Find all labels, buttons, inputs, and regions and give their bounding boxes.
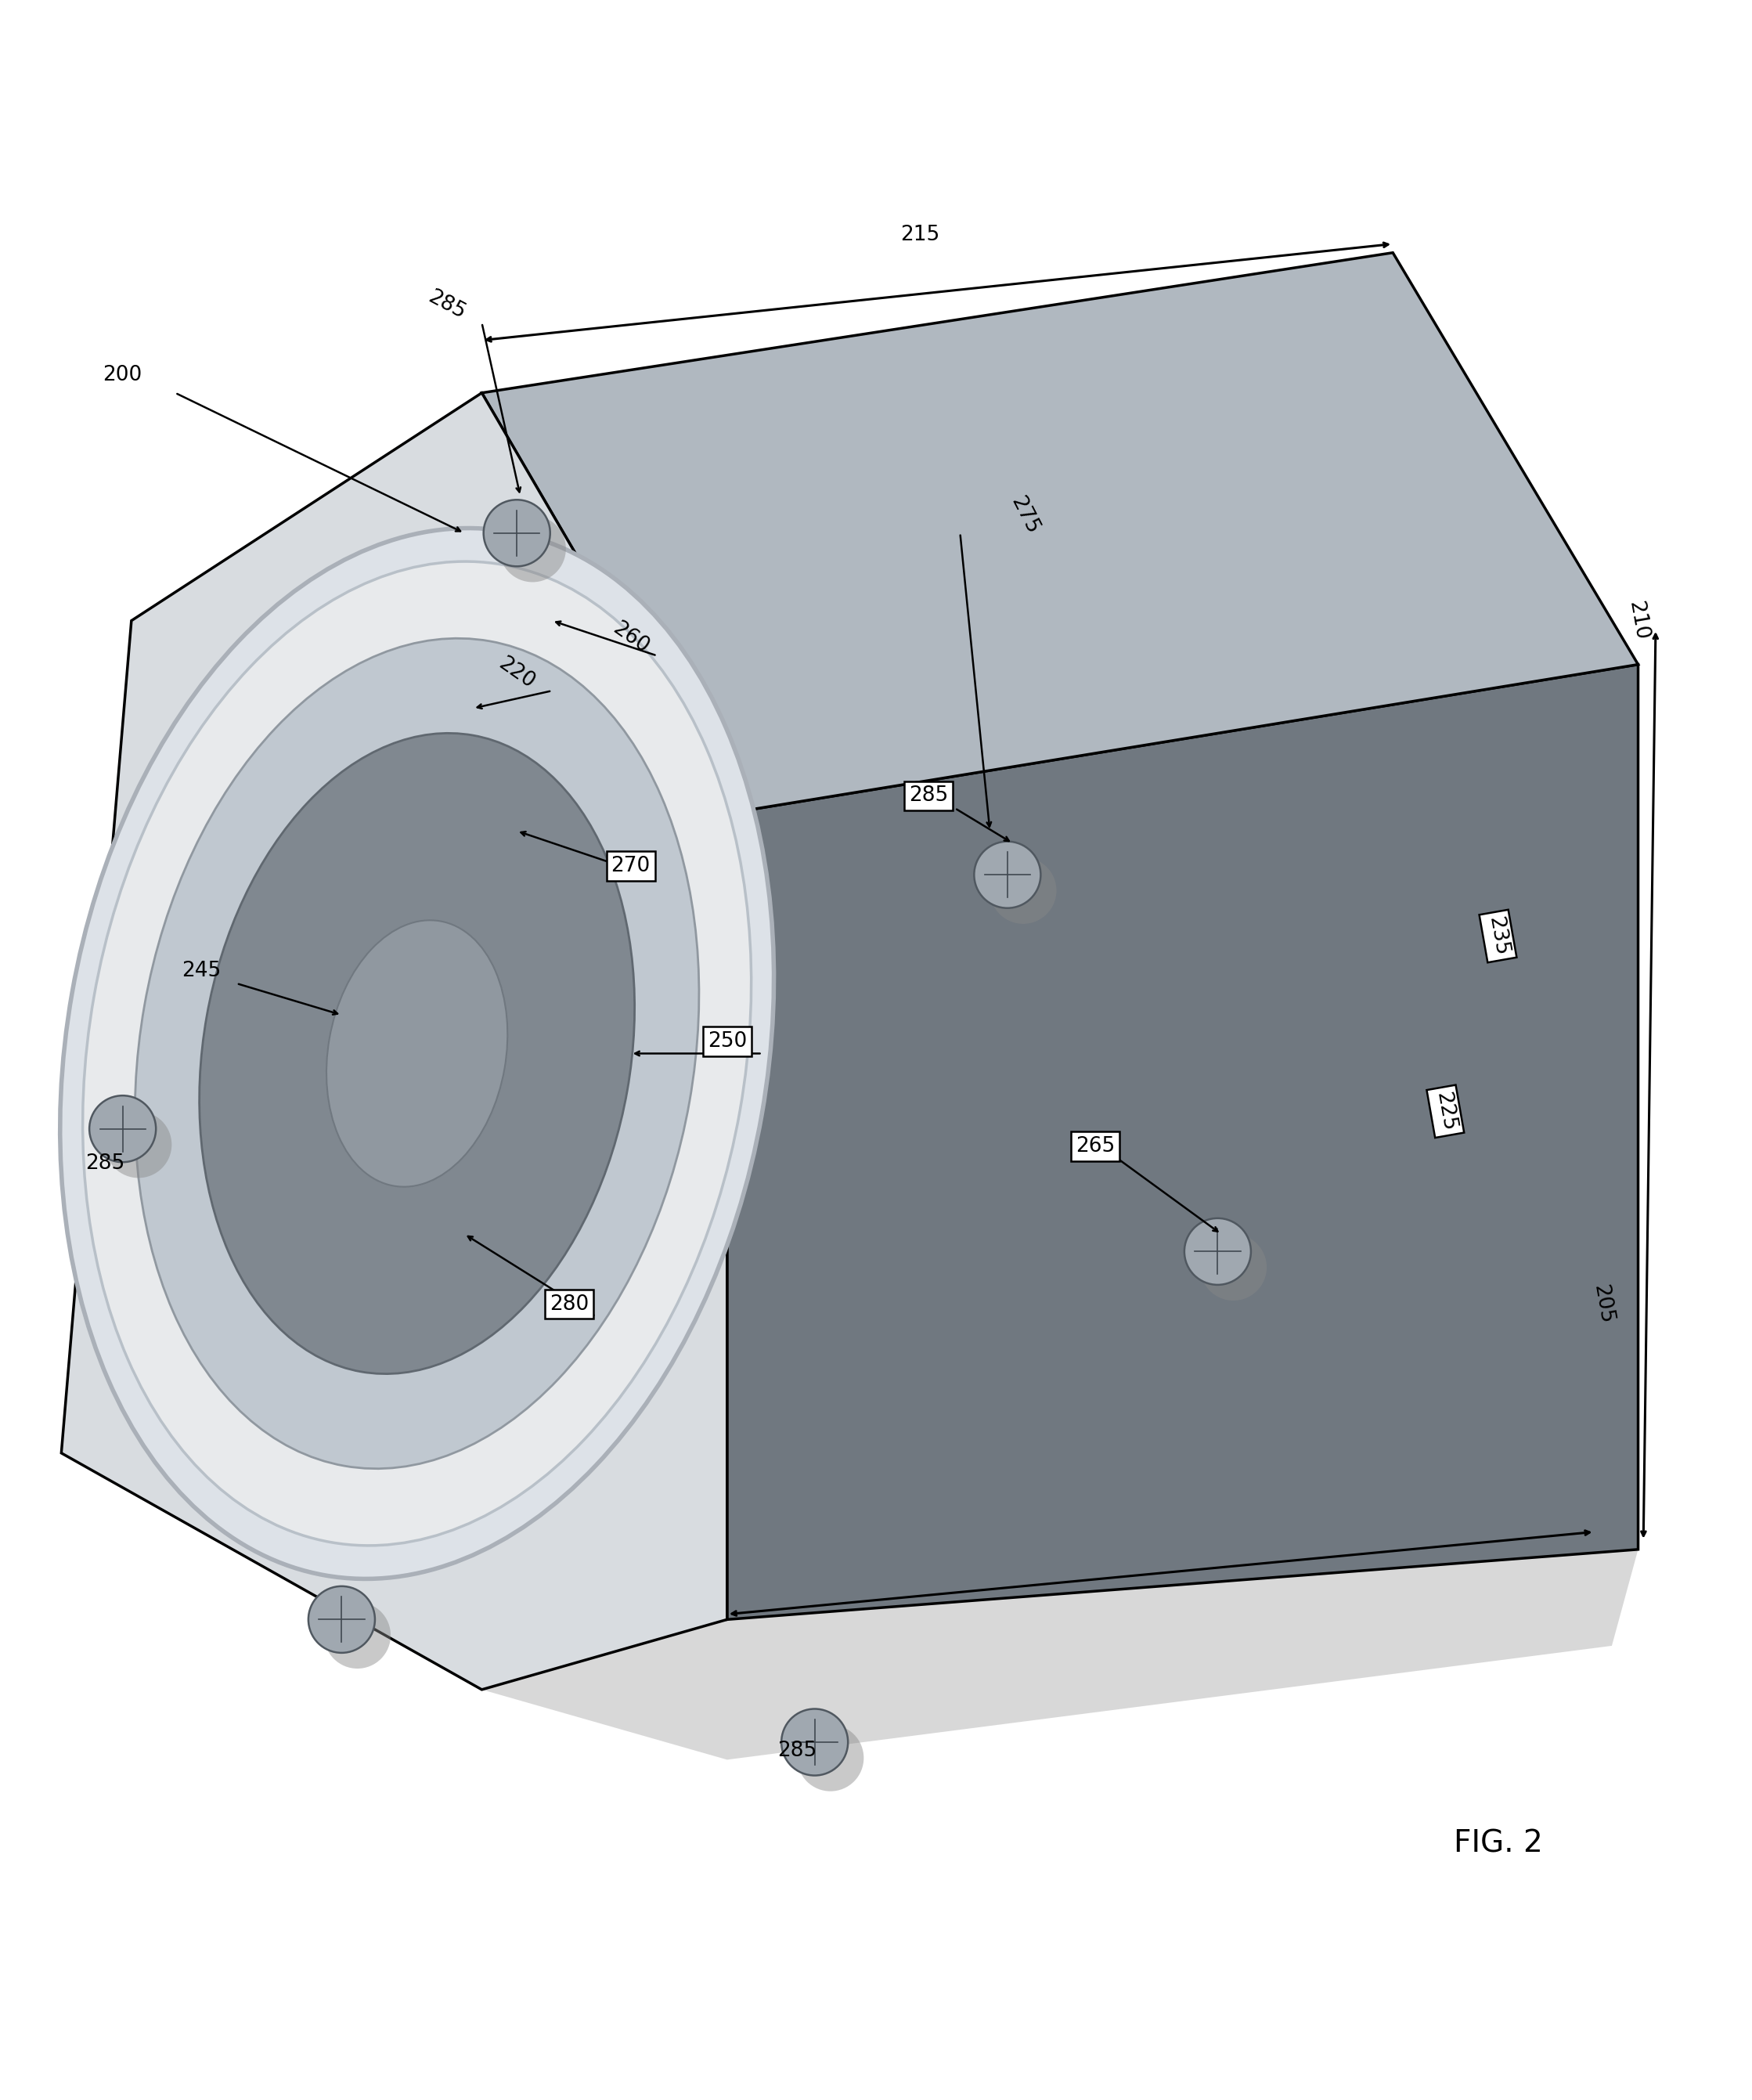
Circle shape <box>1184 1218 1251 1285</box>
Text: 265: 265 <box>1076 1136 1114 1157</box>
Circle shape <box>89 1096 156 1161</box>
Ellipse shape <box>82 561 752 1546</box>
Circle shape <box>797 1724 864 1791</box>
Text: 285: 285 <box>424 288 470 323</box>
Text: 200: 200 <box>103 365 142 386</box>
Ellipse shape <box>200 733 634 1373</box>
Circle shape <box>308 1586 375 1653</box>
Text: 215: 215 <box>901 225 939 246</box>
Text: 245: 245 <box>182 962 221 981</box>
Text: 280: 280 <box>550 1294 589 1315</box>
Ellipse shape <box>60 529 774 1579</box>
Polygon shape <box>727 664 1638 1619</box>
Circle shape <box>1200 1235 1267 1300</box>
Circle shape <box>484 500 550 567</box>
Text: 225: 225 <box>1431 1090 1459 1132</box>
Text: 270: 270 <box>611 857 650 876</box>
Circle shape <box>990 857 1056 924</box>
Text: FIG. 2: FIG. 2 <box>1454 1829 1542 1859</box>
Circle shape <box>499 515 566 582</box>
Text: 285: 285 <box>86 1153 124 1174</box>
Text: 260: 260 <box>608 620 653 657</box>
Text: 285: 285 <box>778 1741 816 1762</box>
Circle shape <box>105 1111 172 1178</box>
Text: 210: 210 <box>1624 598 1652 643</box>
Text: 220: 220 <box>494 653 540 693</box>
Polygon shape <box>482 252 1638 813</box>
Text: 285: 285 <box>909 785 948 806</box>
Text: 275: 275 <box>1007 494 1042 538</box>
Ellipse shape <box>135 638 699 1468</box>
Circle shape <box>974 842 1041 907</box>
Ellipse shape <box>326 920 508 1186</box>
Text: 205: 205 <box>1589 1283 1617 1325</box>
Text: 250: 250 <box>708 1031 746 1052</box>
Polygon shape <box>482 1550 1638 1760</box>
Circle shape <box>324 1602 391 1670</box>
Text: 235: 235 <box>1484 916 1512 958</box>
Circle shape <box>781 1709 848 1774</box>
Polygon shape <box>61 393 727 1691</box>
